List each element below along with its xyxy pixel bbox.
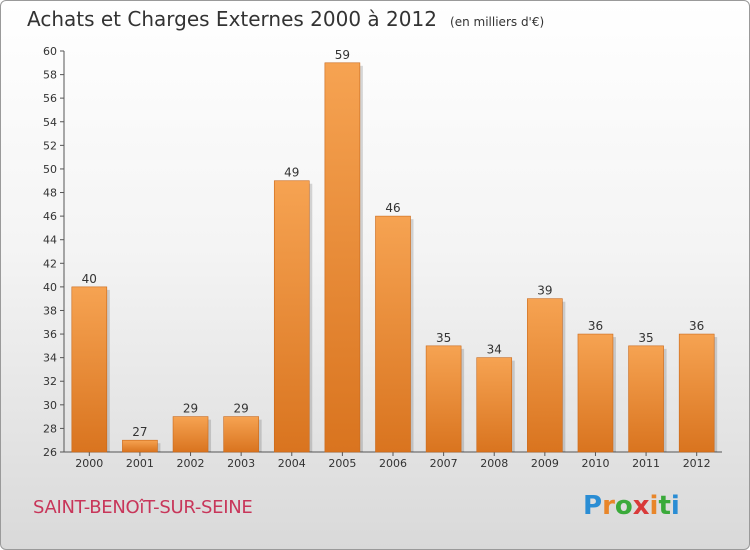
- y-tick-label: 58: [43, 69, 57, 82]
- proxiti-logo: Proxiti: [583, 491, 680, 521]
- axes: 26 28 30 32 34 36 38 40 42 44 46 48 50 52 54 56 58 60: [43, 45, 722, 459]
- data-label-2001: 27: [132, 425, 147, 439]
- y-tick-label: 44: [43, 234, 57, 247]
- data-label-2005: 59: [335, 48, 350, 62]
- data-label-2010: 36: [588, 319, 603, 333]
- data-label-2009: 39: [537, 284, 552, 298]
- y-tick-label: 42: [43, 257, 57, 270]
- y-tick-label: 56: [43, 92, 57, 105]
- data-label-2011: 35: [638, 331, 653, 345]
- bars: [71, 62, 718, 453]
- logo-letter: t: [658, 491, 671, 521]
- y-tick-label: 54: [43, 116, 57, 129]
- bar-2010: [577, 333, 614, 453]
- y-tick-label: 40: [43, 281, 57, 294]
- logo-letter: P: [583, 491, 603, 521]
- y-tick-label: 48: [43, 187, 57, 200]
- logo-letter: i: [649, 491, 659, 521]
- y-tick-label: 28: [43, 422, 57, 435]
- logo-letter: x: [632, 491, 650, 521]
- y-tick-label: 32: [43, 375, 57, 388]
- x-tick-label-2010: 2010: [581, 457, 609, 470]
- x-tick-label-2008: 2008: [480, 457, 508, 470]
- y-tick-label: 34: [43, 352, 57, 365]
- chart-subtitle: (en milliers d'€): [450, 15, 545, 29]
- y-tick-label: 26: [43, 446, 57, 459]
- logo-letter: r: [602, 491, 615, 521]
- commune-name: SAINT-BENOîT-SUR-SEINE: [33, 497, 253, 518]
- x-tick-label-2004: 2004: [278, 457, 306, 470]
- x-tick-label-2001: 2001: [126, 457, 154, 470]
- bar-2001: [122, 439, 158, 453]
- chart-title: Achats et Charges Externes 2000 à 2012: [27, 7, 437, 31]
- data-label-2012: 36: [689, 319, 704, 333]
- bar-2002: [172, 416, 209, 453]
- data-label-2002: 29: [183, 402, 198, 416]
- bar-2012: [678, 333, 715, 453]
- x-tick-label-2006: 2006: [379, 457, 407, 470]
- y-tick-label: 30: [43, 399, 57, 412]
- x-tick-label-2005: 2005: [328, 457, 356, 470]
- bar-2006: [375, 215, 411, 453]
- logo-letter: i: [670, 491, 680, 521]
- bar-2008: [476, 357, 513, 453]
- bar-2003: [223, 416, 259, 453]
- x-tick-label-2007: 2007: [430, 457, 458, 470]
- y-tick-label: 52: [43, 139, 57, 152]
- data-label-2003: 29: [234, 402, 249, 416]
- labels: 2000 40 2001 27 2002 29 2003 29 2004 49 2005 59 2006…: [75, 48, 710, 470]
- x-tick-label-2002: 2002: [177, 457, 205, 470]
- bar-2004: [273, 180, 310, 453]
- logo-letter: o: [614, 491, 633, 521]
- y-tick-label: 36: [43, 328, 57, 341]
- x-tick-label-2012: 2012: [683, 457, 711, 470]
- data-label-2007: 35: [436, 331, 451, 345]
- y-tick-label: 50: [43, 163, 57, 176]
- data-label-2000: 40: [82, 272, 97, 286]
- y-tick-label: 46: [43, 210, 57, 223]
- x-tick-label-2003: 2003: [227, 457, 255, 470]
- x-tick-label-2009: 2009: [531, 457, 559, 470]
- bar-2000: [71, 286, 108, 453]
- x-tick-label-2011: 2011: [632, 457, 660, 470]
- y-tick-label: 60: [43, 45, 57, 58]
- data-label-2006: 46: [385, 201, 400, 215]
- bar-2007: [425, 345, 462, 453]
- bar-2009: [527, 298, 563, 453]
- y-tick-label: 38: [43, 304, 57, 317]
- data-label-2008: 34: [487, 343, 502, 357]
- data-label-2004: 49: [284, 166, 299, 180]
- title-row: Achats et Charges Externes 2000 à 2012 (…: [27, 7, 544, 31]
- bar-2011: [628, 345, 664, 453]
- x-tick-label-2000: 2000: [75, 457, 103, 470]
- bar-2005: [324, 62, 361, 453]
